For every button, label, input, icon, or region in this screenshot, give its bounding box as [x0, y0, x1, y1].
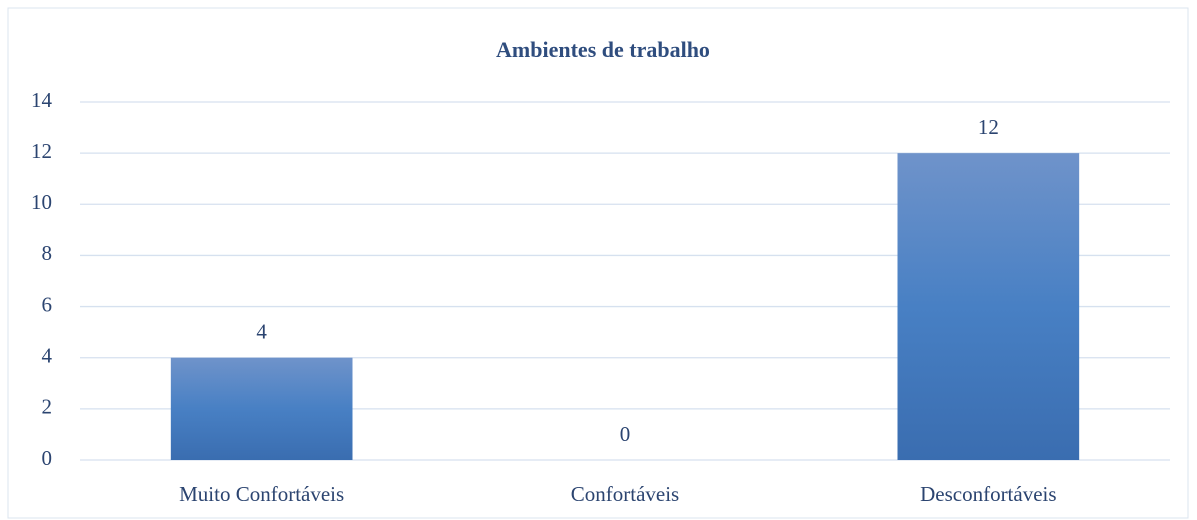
x-tick-label: Desconfortáveis	[920, 482, 1056, 506]
y-tick-label: 0	[42, 446, 53, 470]
data-label: 4	[256, 320, 267, 344]
x-tick-label: Confortáveis	[571, 482, 679, 506]
bar	[897, 153, 1080, 460]
y-tick-label: 4	[42, 344, 53, 368]
data-label: 0	[620, 422, 631, 446]
y-tick-label: 8	[42, 241, 53, 265]
bar	[170, 357, 353, 460]
y-tick-label: 14	[31, 88, 53, 112]
data-label: 12	[978, 115, 999, 139]
y-tick-label: 12	[31, 139, 52, 163]
chart-title: Ambientes de trabalho	[496, 37, 710, 62]
y-tick-label: 10	[31, 190, 52, 214]
x-tick-label: Muito Confortáveis	[179, 482, 344, 506]
y-tick-label: 6	[42, 292, 53, 316]
y-tick-label: 2	[42, 395, 53, 419]
